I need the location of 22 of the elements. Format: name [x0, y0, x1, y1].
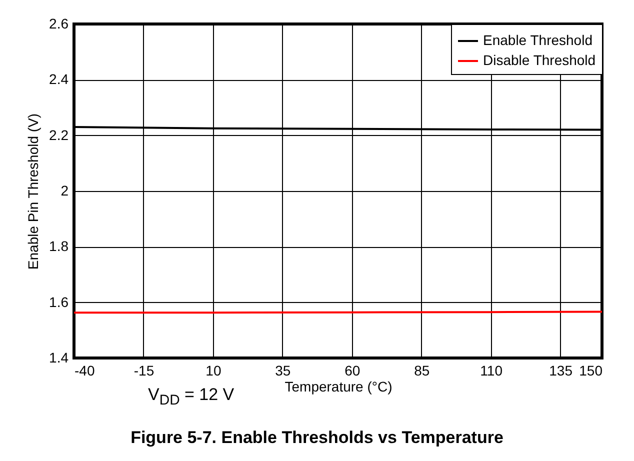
x-tick-label: 110	[480, 362, 503, 378]
y-tick-label: 1.4	[49, 350, 69, 366]
y-tick-label: 1.8	[49, 238, 69, 254]
x-tick-label: 85	[414, 362, 430, 378]
legend-label: Enable Threshold	[483, 32, 592, 48]
x-tick-label: 150	[579, 362, 603, 378]
x-axis-title: Temperature (°C)	[284, 378, 392, 394]
text: V$_{DD}$ = 12 V	[148, 385, 234, 408]
y-tick-label: 1.6	[49, 294, 69, 310]
x-tick-label: -15	[134, 362, 154, 378]
caption: Figure 5-7. Enable Thresholds vs Temperature	[130, 428, 504, 448]
y-tick-label: 2.4	[49, 71, 69, 88]
y-tick-label: 2.6	[49, 16, 69, 32]
x-tick-label: -40	[74, 362, 95, 378]
y-axis-title: Enable Pin Threshold (V)	[25, 113, 42, 270]
x-tick-label: 10	[206, 362, 222, 378]
y-tick-label: 2	[60, 182, 69, 198]
legend-label: Disable Threshold	[483, 52, 596, 68]
x-tick-label: 35	[275, 362, 291, 378]
x-tick-label: 135	[549, 362, 573, 378]
y-tick-label: 2.2	[49, 126, 69, 143]
x-tick-label: 60	[344, 362, 360, 378]
